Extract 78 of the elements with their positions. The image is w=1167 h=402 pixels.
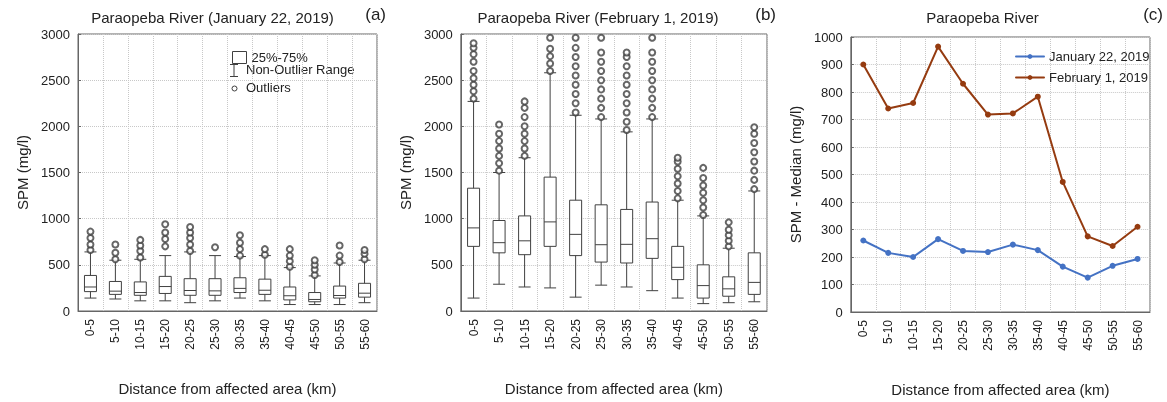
y-tick-label: 0 [445, 303, 453, 319]
y-tick-label: 1000 [423, 211, 453, 227]
x-tick-label: 20-25 [568, 318, 583, 350]
x-tick-label: 50-55 [1105, 319, 1120, 351]
y-tick-label: 2000 [423, 118, 453, 134]
x-tick-label: 40-45 [670, 318, 685, 350]
y-tick-label: 900 [821, 57, 843, 72]
x-tick-label: 25-30 [208, 318, 223, 350]
legend-label: January 22, 2019 [1049, 49, 1150, 64]
x-tick-label: 40-45 [1055, 319, 1070, 351]
x-tick-label: 15-20 [158, 318, 173, 350]
x-tick-label: 10-15 [133, 318, 148, 350]
x-tick-label: 20-25 [956, 319, 971, 351]
x-tick-label: 55-60 [747, 318, 762, 350]
y-tick-label: 1500 [41, 165, 70, 180]
x-tick-label: 35-40 [1030, 319, 1045, 351]
chart-title: Paraopeba River (February 1, 2019) [477, 9, 719, 26]
x-tick-label: 5-10 [108, 318, 123, 344]
y-tick-label: 300 [821, 222, 843, 237]
x-tick-label: 35-40 [257, 318, 272, 350]
x-tick-label: 20-25 [183, 318, 198, 350]
y-tick-label: 600 [821, 139, 843, 155]
y-tick-label: 700 [821, 112, 843, 127]
x-tick-label: 15-20 [543, 318, 558, 350]
y-tick-label: 400 [821, 194, 843, 210]
x-tick-label: 30-35 [232, 318, 247, 350]
text: (a) [365, 5, 386, 24]
y-tick-label: 1000 [41, 211, 70, 227]
y-tick-label: 2500 [423, 72, 453, 88]
x-tick-label: 50-55 [332, 318, 347, 350]
y-tick-label: 500 [821, 167, 843, 182]
y-tick-label: 800 [821, 84, 843, 100]
x-tick-label: 45-50 [307, 318, 322, 350]
y-tick-label: 1500 [423, 165, 453, 180]
chart-title: Paraopeba River [926, 9, 1039, 26]
x-tick-label: 0-5 [466, 318, 481, 337]
y-tick-label: 2000 [41, 118, 70, 134]
x-tick-label: 15-20 [931, 319, 946, 351]
y-axis-title: SPM (mg/l) [397, 135, 414, 210]
x-tick-label: 45-50 [1080, 319, 1095, 351]
y-tick-label: 500 [431, 257, 453, 273]
x-axis-title: Distance from affected area (km) [118, 380, 337, 397]
x-tick-label: 0-5 [83, 318, 98, 337]
y-tick-label: 200 [821, 249, 843, 265]
x-axis-title: Distance from affected area (km) [891, 381, 1110, 398]
legend-label: 25%-75% [251, 50, 309, 65]
y-tick-label: 0 [835, 304, 843, 320]
x-tick-label: 30-35 [1005, 319, 1020, 351]
annotation: Outliers [246, 80, 292, 95]
y-tick-label: 0 [62, 303, 70, 319]
y-tick-label: 1000 [813, 29, 843, 45]
y-tick-label: 3000 [423, 26, 453, 42]
chart-title: Paraopeba River (January 22, 2019) [91, 9, 334, 26]
y-tick-label: 3000 [41, 26, 70, 42]
annotation: Non-Outlier Range [246, 62, 355, 77]
x-tick-label: 30-35 [619, 318, 634, 350]
y-axis-title: SPM - Median (mg/l) [787, 105, 804, 244]
x-tick-label: 25-30 [594, 318, 609, 350]
x-tick-label: 10-15 [906, 319, 921, 351]
y-tick-label: 500 [48, 257, 70, 273]
legend-label: February 1, 2019 [1049, 70, 1149, 85]
x-tick-label: 40-45 [282, 318, 297, 350]
x-tick-label: 5-10 [492, 318, 507, 344]
x-axis-title: Distance from affected area (km) [504, 380, 723, 397]
x-tick-label: 50-55 [721, 318, 736, 350]
y-tick-label: 2500 [41, 72, 70, 88]
x-tick-label: 55-60 [1130, 319, 1145, 351]
text: (c) [1143, 5, 1164, 24]
x-tick-label: 0-5 [856, 319, 871, 338]
x-tick-label: 25-30 [980, 319, 995, 351]
x-tick-label: 55-60 [357, 318, 372, 350]
x-tick-label: 35-40 [645, 318, 660, 350]
y-tick-label: 100 [821, 277, 843, 292]
y-axis-title: SPM (mg/l) [14, 135, 32, 210]
x-tick-label: 10-15 [517, 318, 532, 350]
x-tick-label: 5-10 [881, 319, 896, 345]
x-tick-label: 45-50 [696, 318, 711, 350]
text: (b) [755, 5, 776, 24]
